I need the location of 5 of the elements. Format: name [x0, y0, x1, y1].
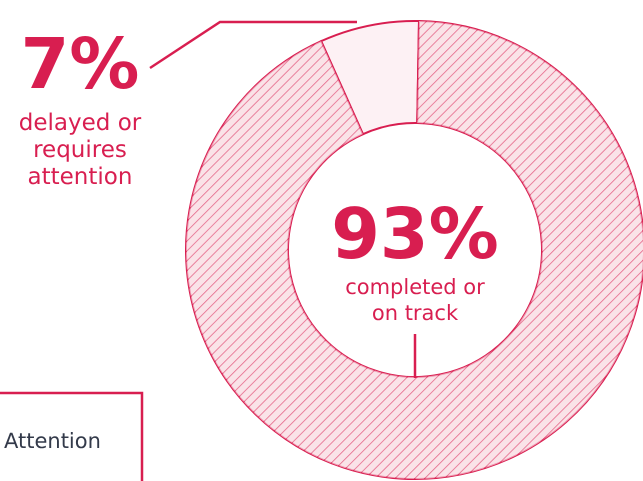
text: Attention	[4, 429, 101, 453]
data-label: 7%	[20, 23, 140, 105]
data-label: 93%	[331, 193, 499, 275]
slice-label: completed or on track	[345, 275, 486, 325]
slice-label: delayed or requires attention	[18, 110, 142, 190]
